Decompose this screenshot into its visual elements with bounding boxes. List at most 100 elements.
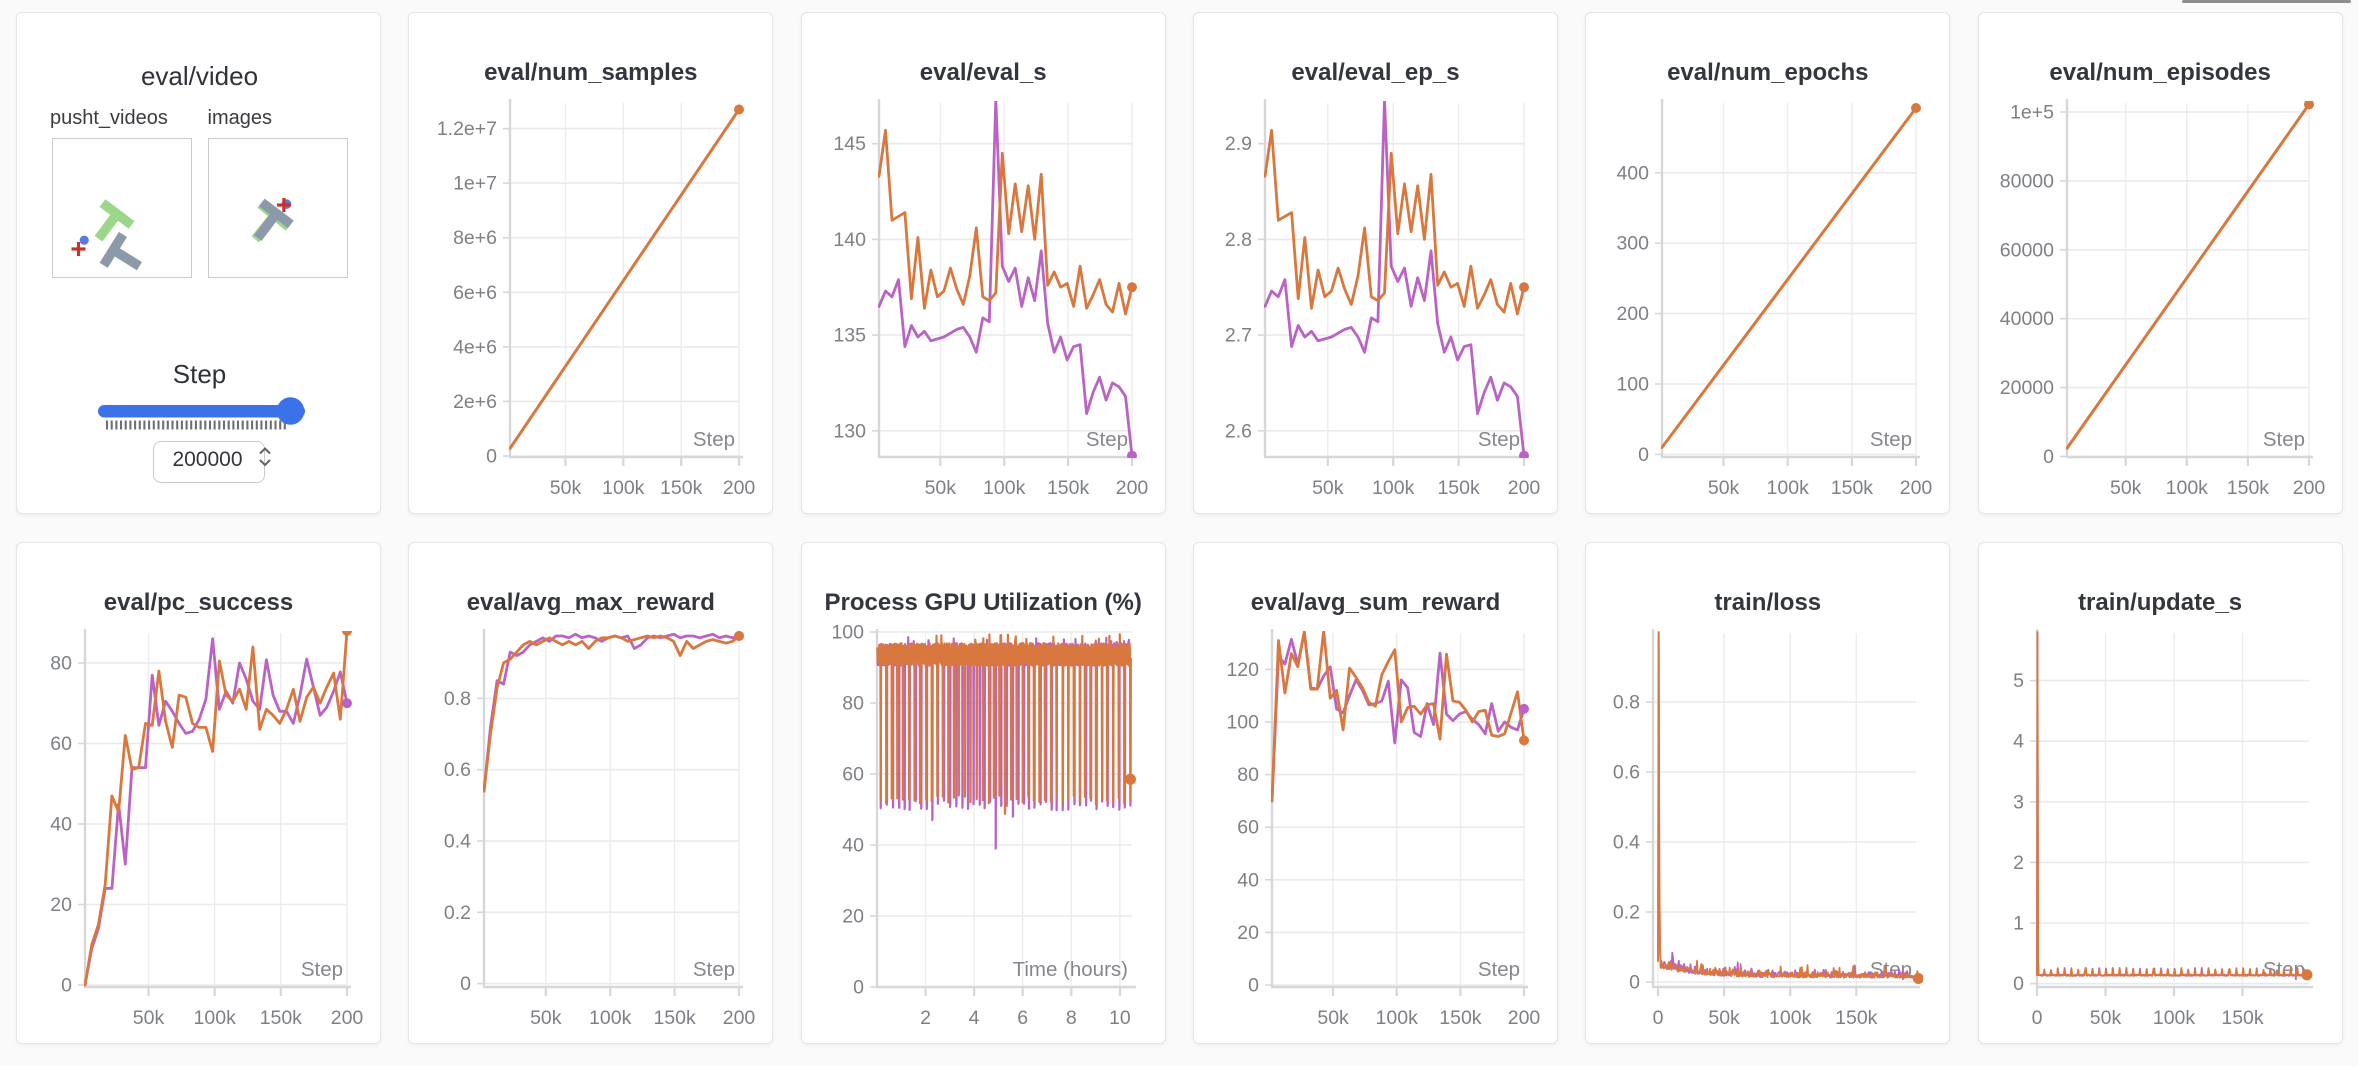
svg-text:200: 200	[1900, 477, 1933, 499]
svg-text:0.4: 0.4	[1613, 832, 1640, 854]
svg-text:50k: 50k	[530, 1007, 562, 1029]
svg-text:Step: Step	[693, 428, 735, 451]
svg-text:50k: 50k	[1312, 477, 1344, 499]
svg-text:4: 4	[2013, 731, 2024, 753]
svg-text:100k: 100k	[983, 477, 1026, 499]
svg-text:0: 0	[1629, 972, 1640, 994]
svg-text:60: 60	[842, 764, 864, 786]
svg-text:Step: Step	[1086, 428, 1128, 451]
svg-text:145: 145	[833, 133, 866, 155]
svg-text:50k: 50k	[133, 1007, 165, 1029]
svg-text:2: 2	[2013, 852, 2024, 874]
svg-text:135: 135	[833, 325, 866, 347]
svg-text:50k: 50k	[1709, 1007, 1741, 1029]
svg-text:40: 40	[1237, 869, 1259, 891]
svg-text:100k: 100k	[2152, 1007, 2195, 1029]
svg-text:Step: Step	[301, 958, 343, 981]
svg-text:100k: 100k	[1769, 1007, 1812, 1029]
svg-text:150k: 150k	[1437, 477, 1480, 499]
svg-text:Step: Step	[693, 958, 735, 981]
svg-text:100: 100	[831, 622, 864, 644]
svg-text:40: 40	[50, 814, 72, 836]
svg-text:150k: 150k	[654, 1007, 697, 1029]
svg-text:100k: 100k	[2165, 477, 2208, 499]
svg-text:0.6: 0.6	[1613, 762, 1640, 784]
svg-text:300: 300	[1617, 233, 1650, 255]
svg-text:3: 3	[2013, 791, 2024, 813]
svg-text:50k: 50k	[550, 477, 582, 499]
svg-text:Step: Step	[1478, 428, 1520, 451]
svg-text:140: 140	[833, 229, 866, 251]
svg-text:100k: 100k	[194, 1007, 237, 1029]
svg-text:2.8: 2.8	[1225, 229, 1252, 251]
svg-text:40000: 40000	[1999, 308, 2053, 330]
svg-text:0.8: 0.8	[1613, 692, 1640, 714]
svg-text:60000: 60000	[1999, 239, 2053, 261]
svg-text:40: 40	[842, 835, 864, 857]
svg-text:60: 60	[50, 733, 72, 755]
svg-text:1: 1	[2013, 913, 2024, 935]
svg-text:8e+6: 8e+6	[453, 227, 497, 249]
svg-text:20000: 20000	[1999, 377, 2053, 399]
svg-text:0: 0	[2013, 973, 2024, 995]
svg-text:4: 4	[968, 1007, 979, 1029]
svg-text:0.6: 0.6	[444, 759, 471, 781]
svg-text:1e+5: 1e+5	[2010, 102, 2054, 124]
svg-text:0: 0	[2031, 1007, 2042, 1029]
svg-text:0: 0	[61, 975, 72, 997]
svg-text:80000: 80000	[1999, 170, 2053, 192]
svg-text:150k: 150k	[1835, 1007, 1878, 1029]
svg-text:0.4: 0.4	[444, 831, 471, 853]
svg-text:100k: 100k	[589, 1007, 632, 1029]
svg-text:80: 80	[842, 693, 864, 715]
svg-text:6e+6: 6e+6	[453, 282, 497, 304]
svg-text:150k: 150k	[1831, 477, 1874, 499]
svg-text:0: 0	[486, 446, 497, 468]
svg-text:200: 200	[1115, 477, 1148, 499]
svg-text:20: 20	[1237, 922, 1259, 944]
svg-text:8: 8	[1066, 1007, 1077, 1029]
svg-text:50k: 50k	[1317, 1007, 1349, 1029]
svg-text:50k: 50k	[924, 477, 956, 499]
svg-text:2.9: 2.9	[1225, 133, 1252, 155]
svg-text:0.2: 0.2	[444, 902, 471, 924]
svg-text:1.2e+7: 1.2e+7	[437, 118, 497, 140]
svg-text:60: 60	[1237, 817, 1259, 839]
svg-text:6: 6	[1017, 1007, 1028, 1029]
svg-text:50k: 50k	[1708, 477, 1740, 499]
svg-text:200: 200	[723, 1007, 756, 1029]
svg-text:200: 200	[331, 1007, 364, 1029]
svg-text:0: 0	[1653, 1007, 1664, 1029]
svg-text:0: 0	[1638, 444, 1649, 466]
svg-text:100: 100	[1226, 712, 1259, 734]
svg-text:200: 200	[1617, 303, 1650, 325]
svg-text:0: 0	[2043, 446, 2054, 468]
svg-text:200: 200	[2292, 477, 2325, 499]
svg-text:Step: Step	[2262, 428, 2304, 451]
svg-text:Time (hours): Time (hours)	[1012, 958, 1127, 981]
svg-text:150k: 150k	[260, 1007, 303, 1029]
svg-text:Step: Step	[1478, 958, 1520, 981]
svg-text:0.2: 0.2	[1613, 902, 1640, 924]
svg-text:0: 0	[460, 973, 471, 995]
svg-text:20: 20	[842, 906, 864, 928]
svg-text:Step: Step	[1870, 428, 1912, 451]
svg-text:2.6: 2.6	[1225, 420, 1252, 442]
svg-text:100: 100	[1617, 374, 1650, 396]
svg-text:400: 400	[1617, 162, 1650, 184]
svg-text:4e+6: 4e+6	[453, 336, 497, 358]
svg-text:50k: 50k	[2089, 1007, 2121, 1029]
svg-text:200: 200	[1508, 1007, 1541, 1029]
svg-text:80: 80	[50, 653, 72, 675]
svg-text:80: 80	[1237, 764, 1259, 786]
svg-text:10: 10	[1109, 1007, 1131, 1029]
svg-text:150k: 150k	[2226, 477, 2269, 499]
svg-text:50k: 50k	[2110, 477, 2142, 499]
svg-text:20: 20	[50, 894, 72, 916]
svg-text:5: 5	[2013, 670, 2024, 692]
svg-text:120: 120	[1226, 659, 1259, 681]
svg-text:150k: 150k	[1047, 477, 1090, 499]
svg-text:100k: 100k	[1376, 1007, 1419, 1029]
svg-text:2e+6: 2e+6	[453, 391, 497, 413]
svg-text:150k: 150k	[2221, 1007, 2264, 1029]
